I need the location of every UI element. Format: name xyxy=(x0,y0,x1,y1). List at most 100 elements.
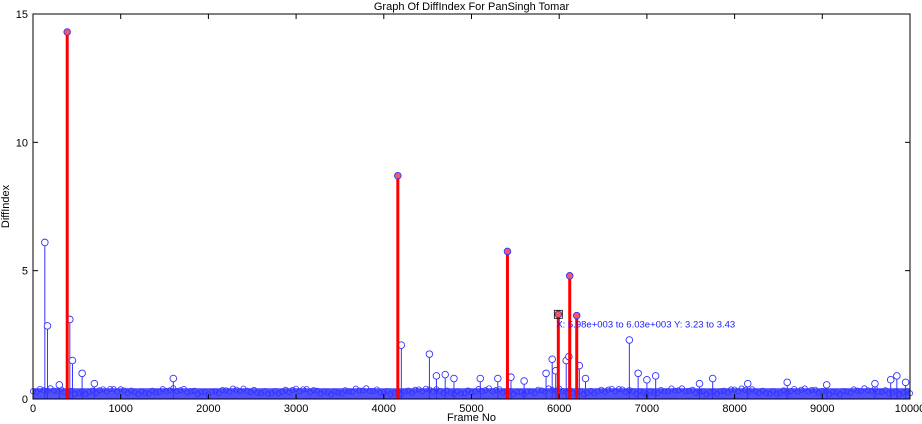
baseline-marker xyxy=(415,386,422,393)
baseline-marker xyxy=(850,386,857,393)
baseline-marker xyxy=(454,388,461,395)
baseline-marker xyxy=(528,388,535,395)
baseline-marker xyxy=(808,386,815,393)
x-axis-ticks: 0 1000 2000 3000 4000 5000 6000 7000 8000 9000 100… xyxy=(30,14,922,415)
baseline-marker xyxy=(875,388,882,395)
baseline-marker xyxy=(836,391,843,398)
baseline-marker xyxy=(194,390,201,397)
baseline-marker xyxy=(177,387,184,394)
stem-marker xyxy=(41,238,49,247)
stems xyxy=(41,238,910,399)
stem-marker xyxy=(581,374,590,383)
stem-marker xyxy=(78,369,86,378)
baseline-marker xyxy=(128,387,135,394)
baseline-marker xyxy=(496,386,503,393)
stem-marker xyxy=(744,379,752,388)
baseline-marker xyxy=(703,391,710,398)
baseline-marker xyxy=(693,390,700,397)
baseline-marker xyxy=(678,385,685,392)
baseline-marker xyxy=(198,389,205,396)
baseline-marker xyxy=(152,389,159,396)
baseline-marker xyxy=(286,388,293,395)
x-tick-label: 4000 xyxy=(372,403,396,415)
baseline-marker xyxy=(805,388,812,395)
baseline-marker xyxy=(233,386,240,393)
baseline-marker xyxy=(721,387,728,394)
baseline-marker xyxy=(384,388,391,395)
stem-marker xyxy=(450,374,458,383)
x-tick-label: 0 xyxy=(30,403,36,415)
highlighted-stem-marker xyxy=(394,171,402,180)
plot-area xyxy=(33,14,910,399)
baseline-marker xyxy=(640,389,647,396)
baseline-marker xyxy=(531,389,538,396)
baseline-marker xyxy=(671,387,678,394)
stem-marker xyxy=(886,376,895,384)
baseline-marker xyxy=(373,386,380,393)
stem-marker xyxy=(425,350,434,358)
baseline-marker xyxy=(229,385,236,392)
baseline-marker xyxy=(54,388,61,395)
baseline-marker xyxy=(307,388,314,395)
stem-marker xyxy=(441,370,449,379)
baseline-marker xyxy=(479,388,486,395)
stem-marker xyxy=(476,374,485,383)
x-tick-label: 6000 xyxy=(547,403,571,415)
baseline-marker xyxy=(840,388,847,395)
baseline-marker xyxy=(68,387,75,394)
baseline-marker xyxy=(447,389,454,396)
baseline-marker xyxy=(222,387,229,394)
stem-marker xyxy=(43,322,52,330)
baseline-marker xyxy=(682,388,689,395)
baseline-marker xyxy=(356,387,363,394)
baseline-marker xyxy=(650,389,657,396)
baseline-marker xyxy=(401,388,408,395)
baseline-marker xyxy=(724,389,731,396)
baseline-marker xyxy=(763,390,770,397)
baseline-marker xyxy=(131,389,138,396)
baseline-marker xyxy=(885,390,892,397)
baseline-marker xyxy=(773,390,780,397)
baseline-marker xyxy=(142,390,149,397)
baseline-marker xyxy=(675,387,682,394)
baseline-marker xyxy=(342,387,349,394)
data-cursor-label: X: 5.98e+003 to 6.03e+003 Y: 3.23 to 3.4… xyxy=(556,319,735,330)
stem-marker xyxy=(901,378,910,387)
baseline-marker xyxy=(752,388,759,395)
baseline-marker xyxy=(594,388,601,395)
x-tick-label: 3000 xyxy=(284,403,308,415)
baseline-marker xyxy=(622,389,629,396)
baseline-marker xyxy=(493,387,500,394)
baseline-marker xyxy=(338,390,345,397)
stem-marker xyxy=(651,372,660,380)
baseline-marker xyxy=(33,389,40,396)
baseline-marker xyxy=(331,388,338,395)
baseline-marker xyxy=(75,389,82,396)
baseline-marker xyxy=(794,388,801,395)
stem-marker xyxy=(90,379,99,388)
baseline-marker xyxy=(815,389,822,396)
x-tick-label: 7000 xyxy=(635,403,659,415)
x-tick-label: 2000 xyxy=(196,403,220,415)
stem-marker xyxy=(643,376,651,384)
stem-marker xyxy=(634,369,642,378)
baseline-marker xyxy=(615,386,622,393)
baseline-marker xyxy=(422,385,429,392)
baseline-marker xyxy=(584,389,591,396)
data-cursor-box xyxy=(553,309,563,319)
baseline-marker xyxy=(436,387,443,394)
baseline-marker xyxy=(685,387,692,394)
baseline-marker xyxy=(847,389,854,396)
baseline-marker xyxy=(40,387,47,394)
baseline-marker xyxy=(559,388,566,395)
baseline-marker xyxy=(370,388,377,395)
baseline-marker xyxy=(538,387,545,394)
baseline-marker xyxy=(889,389,896,396)
baseline-marker xyxy=(296,388,303,395)
baseline-marker xyxy=(117,386,124,393)
highlighted-stem-marker xyxy=(503,247,512,256)
baseline-marker xyxy=(731,386,738,393)
baseline-marker xyxy=(636,388,643,395)
